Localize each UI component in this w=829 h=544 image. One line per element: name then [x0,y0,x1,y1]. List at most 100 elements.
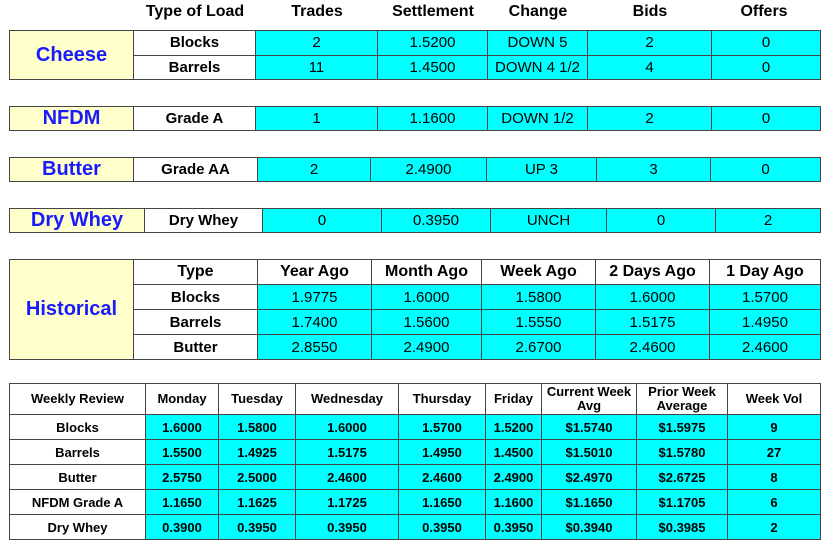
weekly-row: NFDM Grade A 1.1650 1.1625 1.1725 1.1650 1.16… [9,489,821,515]
cheese-change: DOWN 4 1/2 [487,54,588,80]
weekly-header: Tuesday [218,383,296,415]
historical-cell: 1.5800 [481,284,596,310]
weekly-row-name: Barrels [9,439,146,465]
weekly-cell: 1.5200 [485,414,542,440]
nfdm-trades: 1 [255,106,378,131]
cheese-bids: 4 [587,54,712,80]
butter-label: Butter [9,157,134,182]
weekly-cell: 0.3900 [145,514,219,540]
drywhey-change: UNCH [490,208,607,233]
weekly-cell: $1.5010 [541,439,637,465]
cheese-change: DOWN 5 [487,30,588,56]
historical-header: Year Ago [257,259,372,285]
historical-header: Type [133,259,258,285]
historical-row-type: Blocks [133,284,258,310]
weekly-cell: 2.4600 [398,464,486,490]
weekly-cell: 0.3950 [398,514,486,540]
weekly-cell: 9 [727,414,821,440]
weekly-cell: 1.5175 [295,439,399,465]
butter-table: Butter Grade AA 2 2.4900 UP 3 3 0 [9,157,821,182]
cheese-settlement: 1.5200 [377,30,488,56]
historical-cell: 1.5175 [595,309,710,335]
historical-header: Week Ago [481,259,596,285]
weekly-cell: $2.4970 [541,464,637,490]
weekly-row-name: NFDM Grade A [9,489,146,515]
weekly-row: Dry Whey 0.3900 0.3950 0.3950 0.3950 0.3950 $0… [9,514,821,540]
weekly-cell: 1.1650 [145,489,219,515]
butter-trades: 2 [257,157,371,182]
header-change: Change [508,3,568,20]
weekly-cell: 1.4500 [485,439,542,465]
drywhey-bids: 0 [606,208,716,233]
weekly-header: Thursday [398,383,486,415]
weekly-row-name: Blocks [9,414,146,440]
weekly-cell: $0.3985 [636,514,728,540]
historical-cell: 1.6000 [371,284,482,310]
historical-row-type: Butter [133,334,258,360]
historical-cell: 1.9775 [257,284,372,310]
historical-cell: 1.4950 [709,309,821,335]
weekly-cell: 2 [727,514,821,540]
weekly-row: Blocks 1.6000 1.5800 1.6000 1.5700 1.5200 $1.5… [9,414,821,440]
weekly-header: Current Week Avg [541,383,637,415]
header-settlement: Settlement [392,3,474,20]
weekly-cell: 6 [727,489,821,515]
cheese-trades: 2 [255,30,378,56]
weekly-header: Weekly Review [9,383,146,415]
historical-label: Historical [9,259,134,360]
nfdm-change: DOWN 1/2 [487,106,588,131]
historical-header: Month Ago [371,259,482,285]
weekly-cell: 2.4600 [295,464,399,490]
butter-bids: 3 [596,157,711,182]
weekly-cell: 2.5750 [145,464,219,490]
weekly-cell: 27 [727,439,821,465]
weekly-cell: 2.4900 [485,464,542,490]
header-trades: Trades [291,3,343,20]
cheese-label: Cheese [9,30,134,80]
historical-header: 2 Days Ago [595,259,710,285]
cheese-type: Blocks [133,30,256,56]
nfdm-offers: 0 [711,106,821,131]
historical-table: Historical Type Year Ago Month Ago Week … [9,259,821,360]
weekly-cell: $0.3940 [541,514,637,540]
weekly-row-name: Dry Whey [9,514,146,540]
weekly-cell: 0.3950 [218,514,296,540]
weekly-header: Week Vol [727,383,821,415]
cheese-type: Barrels [133,54,256,80]
weekly-cell: $1.1650 [541,489,637,515]
butter-change: UP 3 [486,157,597,182]
cheese-trades: 11 [255,54,378,80]
weekly-row: Barrels 1.5500 1.4925 1.5175 1.4950 1.4500 $1.… [9,439,821,465]
historical-cell: 1.5550 [481,309,596,335]
historical-cell: 2.6700 [481,334,596,360]
header-offers: Offers [740,3,788,20]
weekly-cell: 1.4925 [218,439,296,465]
historical-cell: 2.4900 [371,334,482,360]
historical-cell: 1.5700 [709,284,821,310]
historical-cell: 1.6000 [595,284,710,310]
weekly-cell: 1.5700 [398,414,486,440]
cheese-settlement: 1.4500 [377,54,488,80]
drywhey-table: Dry Whey Dry Whey 0 0.3950 UNCH 0 2 [9,208,821,233]
nfdm-settlement: 1.1600 [377,106,488,131]
weekly-cell: 2.5000 [218,464,296,490]
weekly-header: Wednesday [295,383,399,415]
drywhey-offers: 2 [715,208,821,233]
cheese-table: Cheese Blocks 2 1.5200 DOWN 5 2 0 Barrel… [9,30,821,80]
weekly-cell: 1.1625 [218,489,296,515]
weekly-cell: $1.5780 [636,439,728,465]
historical-cell: 1.7400 [257,309,372,335]
nfdm-bids: 2 [587,106,712,131]
historical-cell: 1.5600 [371,309,482,335]
weekly-cell: 0.3950 [485,514,542,540]
butter-settlement: 2.4900 [370,157,487,182]
drywhey-settlement: 0.3950 [381,208,491,233]
weekly-cell: 1.1725 [295,489,399,515]
cheese-bids: 2 [587,30,712,56]
weekly-row: Butter 2.5750 2.5000 2.4600 2.4600 2.4900 $2.4… [9,464,821,490]
weekly-cell: $1.5740 [541,414,637,440]
butter-type: Grade AA [133,157,258,182]
drywhey-label: Dry Whey [9,208,145,233]
drywhey-type: Dry Whey [144,208,263,233]
weekly-review-table: Weekly Review Monday Tuesday Wednesday T… [9,383,821,540]
